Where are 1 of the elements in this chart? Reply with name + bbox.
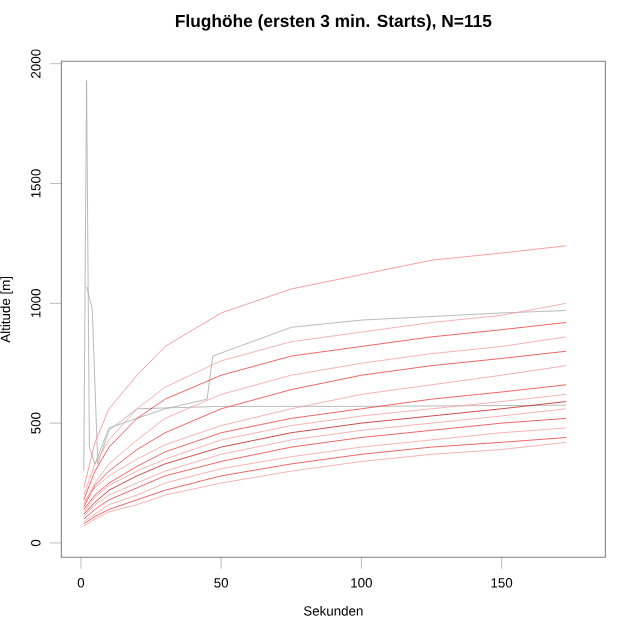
chart-title: Flughöhe (ersten 3 min. Starts), N=115: [175, 14, 492, 31]
